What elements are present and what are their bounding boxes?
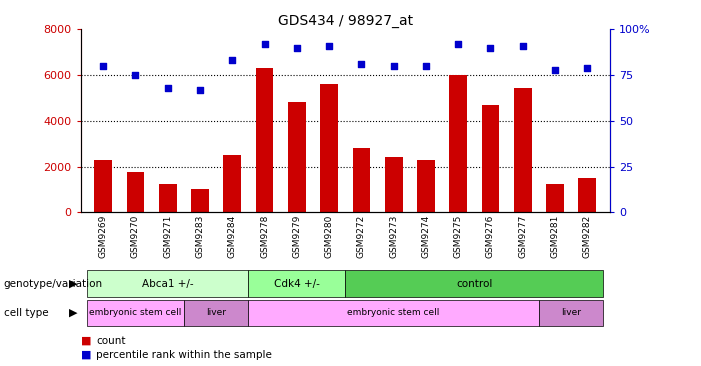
Bar [191,190,209,212]
Point [97,63,109,69]
Bar [385,157,402,212]
Bar [159,184,177,212]
Text: genotype/variation: genotype/variation [4,279,102,289]
Text: percentile rank within the sample: percentile rank within the sample [96,350,272,360]
Bar [353,148,370,212]
Text: count: count [96,336,125,346]
Text: ▶: ▶ [69,308,78,318]
Text: embryonic stem cell: embryonic stem cell [89,309,182,317]
Text: ■: ■ [81,336,91,346]
Text: control: control [456,279,493,289]
Point [323,43,334,49]
Bar [127,172,144,212]
Bar [87,300,184,326]
Bar [578,178,596,212]
Bar [288,102,306,212]
Point [130,72,141,78]
Bar [248,270,346,297]
Text: Abca1 +/-: Abca1 +/- [142,279,193,289]
Bar [320,84,338,212]
Bar [256,68,273,212]
Bar [224,155,241,212]
Bar [482,105,499,212]
Point [485,45,496,51]
Text: Cdk4 +/-: Cdk4 +/- [274,279,320,289]
Point [291,45,302,51]
Point [582,65,593,71]
Text: ▶: ▶ [69,279,78,289]
Text: embryonic stem cell: embryonic stem cell [348,309,440,317]
Point [162,85,173,91]
Text: ■: ■ [81,350,91,360]
Point [550,67,561,72]
Bar [514,87,531,212]
Bar [248,300,539,326]
Point [453,41,464,47]
Point [356,61,367,67]
Point [517,43,529,49]
Bar [546,184,564,212]
Text: liver: liver [206,309,226,317]
Bar [95,160,112,212]
Bar [539,300,604,326]
Text: cell type: cell type [4,308,48,318]
Text: liver: liver [561,309,581,317]
Point [194,87,205,93]
Title: GDS434 / 98927_at: GDS434 / 98927_at [278,14,413,28]
Point [388,63,400,69]
Point [421,63,432,69]
Bar [87,270,248,297]
Bar [346,270,604,297]
Bar [184,300,248,326]
Point [226,57,238,63]
Point [259,41,270,47]
Bar [417,160,435,212]
Bar [449,75,467,212]
